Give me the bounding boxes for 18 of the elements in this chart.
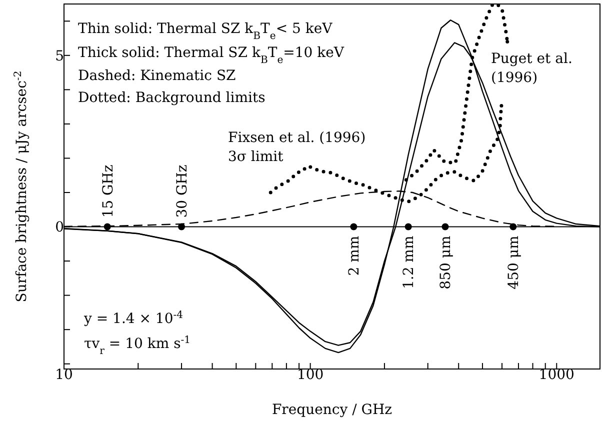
annotation: 850 μm [438,236,454,290]
annotation: 2 mm [346,236,363,276]
annotation: Thin solid: Thermal SZ k$_{B}$T$_{e}$< 5 keV [78,21,334,42]
annotation: y = 1.4 × 10$^{-4}$ [83,310,184,327]
annotation: Thick solid: Thermal SZ k$_{B}$T$_{e}$=10 keV [78,45,345,66]
annotation: 15 GHz [100,164,116,218]
annotation: Fixsen et al. (1996) 3σ limit [228,130,366,165]
annotation: 30 GHz [174,164,190,218]
annotation: τv$_{r}$ = 10 km s$^{-1}$ [84,334,191,356]
x-tick-label: 10 [55,367,73,383]
annotation: Dashed: Kinematic SZ [78,68,236,84]
y-tick-label: 0 [55,220,64,236]
annotation: 450 μm [506,236,522,290]
y-tick-label: 5 [55,48,64,64]
annotation: Puget et al. (1996) [491,51,572,86]
x-axis-title: Frequency / GHz [272,402,392,418]
annotation: Dotted: Background limits [78,90,266,106]
annotation: 1.2 mm [401,236,418,290]
